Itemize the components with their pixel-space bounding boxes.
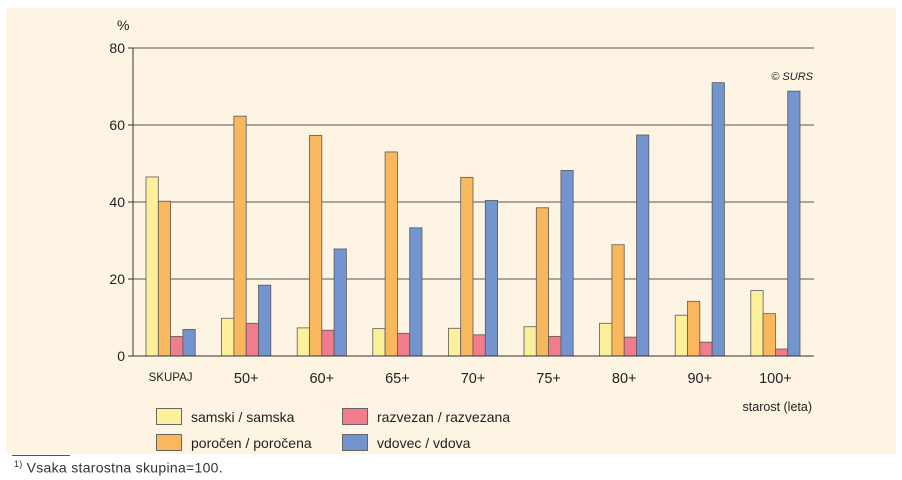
bar [535,207,549,357]
bar [182,329,196,357]
bar [233,115,247,357]
footnote-marker: 1) [14,459,23,469]
bar [787,90,801,357]
legend-swatch [156,434,182,451]
x-tick-label: 80+ [612,371,637,387]
x-tick-label: 60+ [309,371,334,387]
bar [384,151,398,357]
bar [333,248,347,357]
bar [560,170,574,357]
bar [409,227,423,357]
footnote-divider [12,455,70,456]
x-axis-label: starost (leta) [743,400,812,414]
y-tick-label: 0 [117,348,125,364]
bar [636,134,650,357]
bar-chart: 0 20 40 60 80 SKUPAJ 50+ 60+ 65+ 70+ 75+ 80+ 90+ 100+… [109,17,814,414]
bar [472,334,486,357]
bar [157,200,172,357]
bar [484,200,498,357]
bar [699,341,713,357]
bar [372,328,386,357]
y-tick-label: 40 [109,194,125,210]
bar [750,290,764,357]
bar [599,322,613,357]
bar [447,327,462,357]
bar [762,313,776,357]
bar [296,327,310,357]
bar [623,336,637,357]
legend-item-vdovec: vdovec / vdova [342,434,470,451]
legend-swatch [342,408,368,425]
bar [221,317,235,357]
bar [711,82,725,357]
legend-item-samski: samski / samska [156,408,294,425]
bar [611,244,625,357]
legend-label: samski / samska [191,408,295,425]
chart-panel: 0 20 40 60 80 SKUPAJ 50+ 60+ 65+ 70+ 75+ 80+ 90+ 100+… [6,8,896,454]
legend-item-porocen: poročen / poročena [156,434,312,451]
footnote-text: Vsaka starostna skupina=100. [26,459,223,476]
copyright-note: © SURS [771,71,813,83]
bar [258,284,272,357]
legend-label: vdovec / vdova [377,434,471,451]
bar [674,314,688,357]
legend-label: poročen / poročena [191,434,312,451]
bar [145,176,159,357]
x-tick-label: 90+ [687,371,712,387]
bar [548,335,562,357]
bar [523,326,537,357]
bar [775,348,789,357]
x-tick-label: SKUPAJ [149,372,193,384]
x-tick-label: 100+ [759,371,792,387]
bar [309,134,323,357]
legend-swatch [342,434,368,451]
bar [396,332,411,357]
legend-label: razvezan / razvezana [377,408,511,425]
y-tick-label: 20 [109,271,125,287]
y-tick-label: 60 [109,117,125,133]
footnote: 1) Vsaka starostna skupina=100. [14,459,223,476]
legend-item-razvezan: razvezan / razvezana [342,408,510,425]
x-tick-label: 50+ [234,371,259,387]
y-axis-label: % [117,17,129,33]
bar [170,335,184,357]
x-tick-label: 75+ [536,371,561,387]
bar [321,329,335,357]
legend-swatch [156,408,182,425]
bar [460,176,474,357]
bar [245,322,259,357]
y-tick-label: 80 [109,40,125,56]
bar [687,300,701,357]
legend: samski / samska razvezan / razvezana por… [156,408,576,458]
x-tick-label: 65+ [385,371,410,387]
x-tick-label: 70+ [461,371,486,387]
